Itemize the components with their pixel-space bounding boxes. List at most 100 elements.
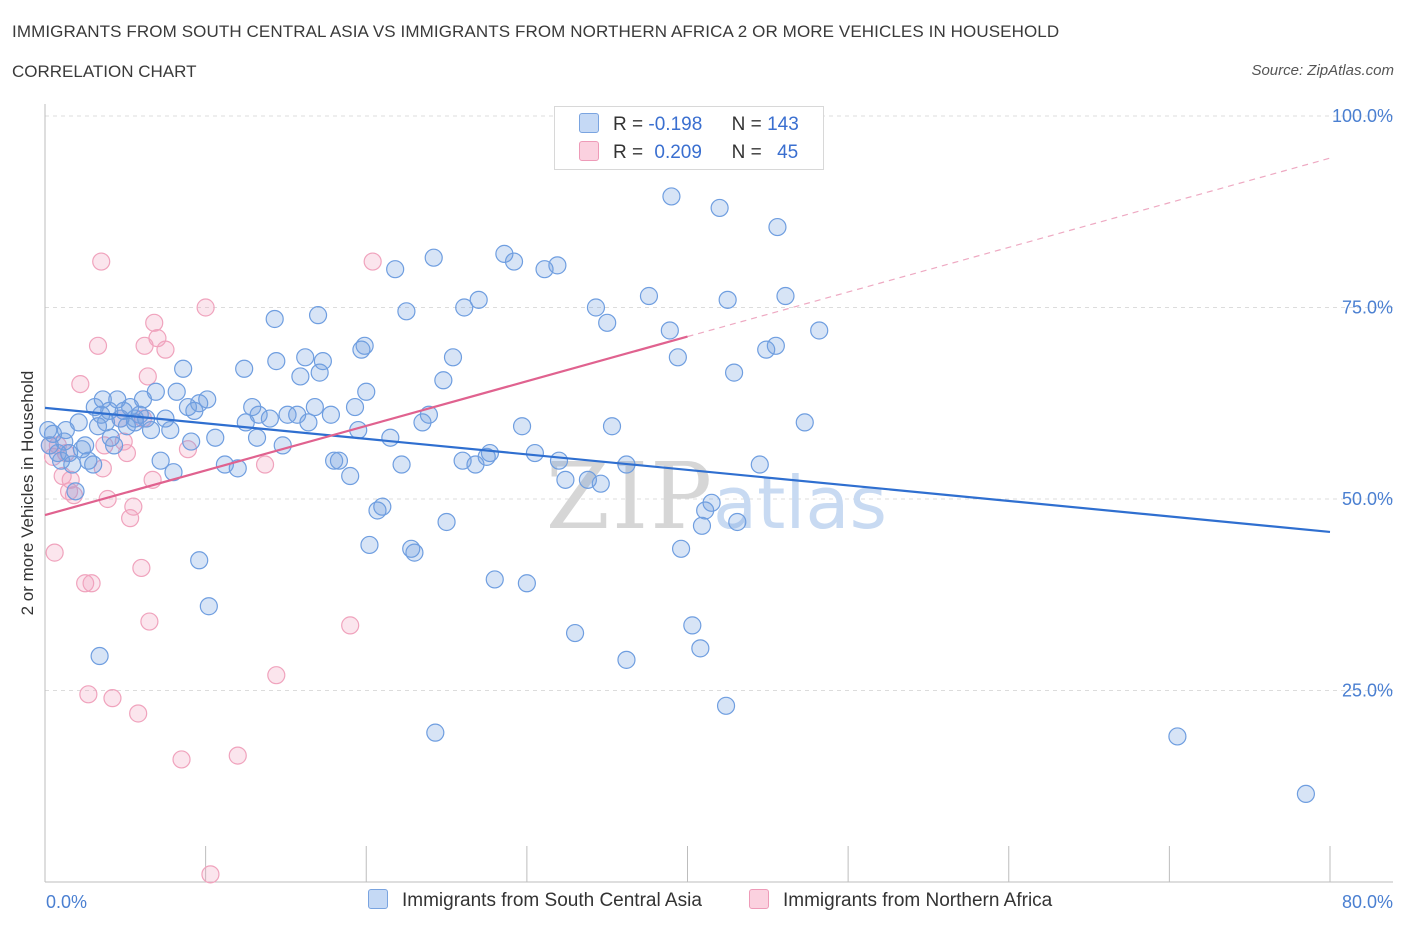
data-point bbox=[373, 497, 392, 516]
data-point bbox=[308, 306, 328, 325]
data-point bbox=[724, 363, 744, 382]
y-tick-label: 100.0% bbox=[1332, 106, 1393, 126]
legend-swatch-pink bbox=[579, 141, 599, 161]
legend-r-label: R = bbox=[613, 142, 644, 163]
data-point bbox=[132, 558, 151, 578]
data-point bbox=[683, 616, 702, 635]
data-point bbox=[156, 340, 175, 359]
data-point bbox=[76, 436, 95, 455]
legend-swatch-pink bbox=[749, 889, 769, 909]
data-point bbox=[671, 539, 691, 558]
data-point bbox=[161, 420, 180, 440]
data-point bbox=[360, 535, 379, 555]
data-point bbox=[92, 252, 111, 271]
data-point bbox=[716, 696, 736, 715]
data-point bbox=[776, 286, 795, 306]
data-point bbox=[84, 455, 103, 474]
data-point bbox=[201, 865, 220, 884]
chart-subtitle: CORRELATION CHART bbox=[12, 62, 197, 81]
legend-label-south-central-asia: Immigrants from South Central Asia bbox=[402, 890, 702, 911]
data-point bbox=[129, 704, 148, 723]
x-tick-label-min: 0.0% bbox=[46, 892, 87, 912]
x-tick-label-max: 80.0% bbox=[1342, 892, 1393, 912]
legend-item-northern-africa[interactable]: Immigrants from Northern Africa bbox=[749, 889, 1052, 912]
data-point bbox=[329, 451, 349, 470]
legend-swatch-blue bbox=[368, 889, 388, 909]
data-point bbox=[692, 516, 712, 535]
data-point bbox=[810, 321, 829, 340]
data-point bbox=[104, 436, 124, 455]
trend-lines bbox=[44, 157, 1331, 534]
data-point bbox=[437, 512, 456, 532]
data-point bbox=[93, 459, 112, 478]
data-point bbox=[206, 428, 225, 447]
data-point bbox=[305, 397, 324, 417]
data-point bbox=[228, 746, 247, 765]
data-point bbox=[504, 252, 524, 271]
data-point bbox=[591, 474, 610, 493]
data-point bbox=[455, 298, 474, 317]
data-point bbox=[172, 750, 191, 769]
data-point bbox=[341, 616, 360, 635]
data-point bbox=[235, 359, 254, 378]
trend-line-south-central-asia bbox=[44, 406, 1331, 534]
data-point bbox=[196, 298, 215, 317]
data-point bbox=[321, 405, 341, 424]
data-point bbox=[617, 650, 636, 669]
trend-line-northern-africa bbox=[44, 335, 688, 517]
legend-r-value-pink: 0.209 bbox=[654, 142, 702, 163]
legend-item-south-central-asia[interactable]: Immigrants from South Central Asia bbox=[368, 889, 702, 912]
data-point bbox=[341, 466, 360, 486]
data-point bbox=[469, 290, 488, 309]
data-point bbox=[766, 336, 785, 355]
legend-row-pink: R = 0.209 N = 45 bbox=[579, 141, 798, 167]
data-point bbox=[397, 302, 416, 321]
data-point bbox=[69, 413, 88, 432]
watermark-zip: ZIP bbox=[546, 443, 714, 550]
data-point bbox=[88, 336, 108, 355]
data-point bbox=[79, 685, 98, 704]
data-point bbox=[495, 244, 514, 263]
data-point bbox=[691, 639, 710, 658]
data-point bbox=[768, 217, 787, 237]
data-point bbox=[443, 348, 463, 367]
data-point bbox=[265, 309, 284, 329]
data-point bbox=[1168, 727, 1187, 746]
data-point bbox=[310, 363, 329, 382]
data-point bbox=[291, 367, 310, 386]
data-point bbox=[485, 570, 504, 589]
data-point bbox=[66, 482, 85, 501]
data-point bbox=[125, 409, 145, 428]
data-point bbox=[750, 455, 769, 474]
correlation-legend: R = -0.198 N = 143 R = 0.209 N = 45 bbox=[554, 106, 824, 170]
data-point bbox=[363, 252, 382, 271]
data-point bbox=[660, 321, 679, 340]
data-point bbox=[556, 470, 575, 489]
data-point bbox=[355, 336, 374, 355]
data-point bbox=[710, 198, 729, 218]
data-point bbox=[718, 290, 737, 309]
y-axis-tick-labels: 100.0% 75.0% 50.0% 25.0% bbox=[1332, 106, 1393, 701]
data-point bbox=[121, 509, 140, 528]
data-point bbox=[668, 348, 687, 367]
legend-n-label: N = bbox=[731, 114, 762, 135]
data-point bbox=[190, 551, 209, 570]
data-point bbox=[662, 187, 681, 206]
legend-r-label: R = bbox=[613, 114, 644, 135]
data-point bbox=[76, 574, 95, 593]
data-point bbox=[586, 298, 606, 317]
watermark-atlas: atlas bbox=[713, 461, 887, 545]
legend-n-label: N = bbox=[731, 142, 762, 163]
data-point bbox=[602, 417, 622, 436]
data-point bbox=[174, 359, 193, 378]
series-south-central-asia-points bbox=[39, 187, 1316, 804]
data-point bbox=[145, 313, 164, 332]
data-point bbox=[146, 382, 165, 401]
data-point bbox=[93, 390, 112, 409]
data-point bbox=[598, 313, 617, 332]
data-point bbox=[728, 512, 747, 532]
data-point bbox=[795, 413, 814, 432]
data-point bbox=[525, 443, 545, 463]
data-point bbox=[1296, 784, 1316, 804]
